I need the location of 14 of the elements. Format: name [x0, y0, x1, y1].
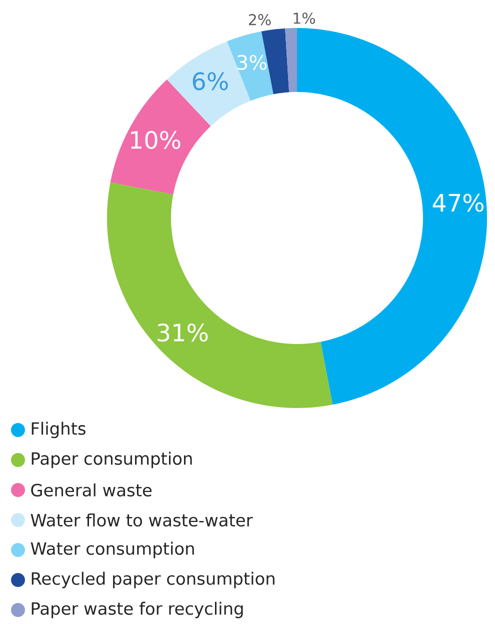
- legend-label: Water consumption: [30, 542, 194, 558]
- legend-label: General waste: [31, 483, 152, 497]
- data-label: 2%: [249, 14, 271, 26]
- legend-label: Paper consumption: [32, 452, 192, 468]
- data-label: 10%: [131, 130, 180, 149]
- data-label: 47%: [432, 194, 484, 212]
- data-label: 31%: [158, 324, 208, 342]
- legend-label: Flights: [32, 422, 86, 438]
- legend-label: Water flow to waste-water: [30, 513, 253, 527]
- data-label: 3%: [238, 54, 266, 70]
- legend-label: Paper waste for recycling: [32, 602, 243, 618]
- legend-label: Recycled paper consumption: [32, 572, 274, 588]
- data-label: 1%: [294, 12, 316, 24]
- data-label: 6%: [192, 72, 228, 90]
